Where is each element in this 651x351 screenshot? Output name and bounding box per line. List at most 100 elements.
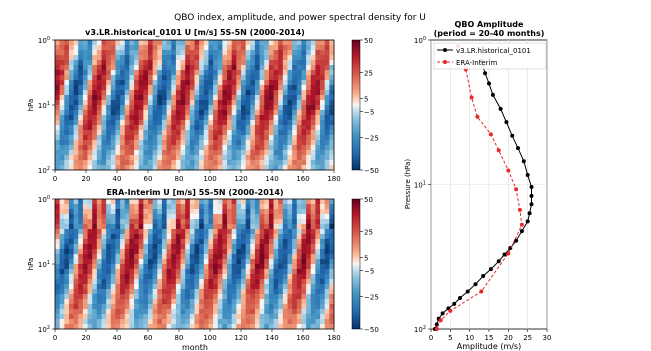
heatmap-cell bbox=[278, 299, 284, 305]
heatmap-cell bbox=[152, 284, 158, 290]
heatmap-cell bbox=[152, 209, 158, 215]
heatmap-cell bbox=[287, 319, 293, 325]
heatmap-cell bbox=[278, 294, 284, 300]
heatmap-cell bbox=[310, 319, 316, 325]
heatmap-cell bbox=[161, 214, 167, 220]
heatmap-cell bbox=[199, 249, 205, 255]
heatmap-cell bbox=[64, 90, 70, 96]
heatmap-cell bbox=[292, 204, 298, 210]
heatmap-cell bbox=[306, 155, 312, 161]
heatmap-cell bbox=[324, 214, 330, 220]
heatmap-cell bbox=[152, 294, 158, 300]
heatmap-cell bbox=[245, 165, 251, 171]
heatmap-cell bbox=[203, 214, 209, 220]
heatmap-cell bbox=[213, 105, 219, 111]
heatmap-cell bbox=[189, 45, 195, 51]
heatmap-cell bbox=[120, 155, 126, 161]
heatmap-cell bbox=[203, 319, 209, 325]
heatmap-cell bbox=[59, 234, 65, 240]
heatmap-cell bbox=[171, 234, 177, 240]
heatmap-cell bbox=[68, 55, 74, 61]
series-point bbox=[496, 259, 501, 264]
heatmap-cell bbox=[320, 145, 326, 151]
heatmap-cell bbox=[268, 125, 274, 131]
heatmap-cell bbox=[278, 50, 284, 56]
heatmap-cell bbox=[324, 100, 330, 106]
heatmap-cell bbox=[278, 100, 284, 106]
heatmap-cell bbox=[315, 70, 321, 76]
heatmap-cell bbox=[245, 319, 251, 325]
heatmap-cell bbox=[82, 249, 88, 255]
heatmap-cell bbox=[236, 150, 242, 156]
heatmap-cell bbox=[273, 314, 279, 320]
heatmap-cell bbox=[175, 90, 181, 96]
heatmap-cell bbox=[96, 160, 102, 166]
heatmap-cell bbox=[120, 105, 126, 111]
heatmap-cell bbox=[120, 90, 126, 96]
heatmap-cell bbox=[124, 70, 130, 76]
heatmap-cell bbox=[106, 259, 112, 265]
heatmap-cell bbox=[203, 50, 209, 56]
heatmap-cell bbox=[78, 105, 84, 111]
heatmap-cell bbox=[189, 55, 195, 61]
heatmap-cell bbox=[171, 279, 177, 285]
heatmap-cell bbox=[213, 140, 219, 146]
heatmap-cell bbox=[296, 165, 302, 171]
heatmap-cell bbox=[92, 145, 98, 151]
y-tick-label: 102 bbox=[38, 325, 50, 334]
heatmap-cell bbox=[134, 115, 140, 121]
heatmap-cell bbox=[96, 80, 102, 86]
heatmap-cell bbox=[148, 294, 154, 300]
heatmap-cell bbox=[64, 115, 70, 121]
heatmap-cell bbox=[301, 319, 307, 325]
heatmap-cell bbox=[134, 199, 140, 205]
heatmap-cell bbox=[278, 324, 284, 330]
heatmap-cell bbox=[208, 249, 214, 255]
heatmap-cell bbox=[138, 140, 144, 146]
heatmap-cell bbox=[278, 209, 284, 215]
heatmap-cell bbox=[231, 90, 237, 96]
heatmap-cell bbox=[241, 80, 247, 86]
heatmap-cell bbox=[254, 80, 260, 86]
heatmap-cell bbox=[157, 289, 163, 295]
heatmap-cell bbox=[301, 105, 307, 111]
heatmap-cell bbox=[152, 135, 158, 141]
heatmap-cell bbox=[152, 90, 158, 96]
heatmap-cell bbox=[110, 199, 116, 205]
heatmap-cell bbox=[101, 90, 107, 96]
heatmap-cell bbox=[273, 244, 279, 250]
heatmap-cell bbox=[264, 165, 270, 171]
heatmap-cell bbox=[287, 45, 293, 51]
heatmap-cell bbox=[245, 299, 251, 305]
heatmap-cell bbox=[292, 50, 298, 56]
heatmap-cell bbox=[68, 110, 74, 116]
heatmap-cell bbox=[301, 244, 307, 250]
heatmap-cell bbox=[208, 90, 214, 96]
heatmap-cell bbox=[217, 90, 223, 96]
heatmap-cell bbox=[203, 60, 209, 66]
heatmap-cell bbox=[129, 284, 135, 290]
heatmap-cell bbox=[278, 284, 284, 290]
heatmap-cell bbox=[129, 75, 135, 81]
heatmap-cell bbox=[96, 299, 102, 305]
heatmap-cell bbox=[92, 70, 98, 76]
heatmap-cell bbox=[259, 209, 265, 215]
heatmap-cell bbox=[282, 120, 288, 126]
heatmap-cell bbox=[287, 279, 293, 285]
heatmap-cell bbox=[120, 214, 126, 220]
heatmap-cell bbox=[278, 199, 284, 205]
heatmap-cell bbox=[96, 165, 102, 171]
heatmap-cell bbox=[329, 324, 335, 330]
heatmap-cell bbox=[213, 254, 219, 260]
heatmap-cell bbox=[78, 299, 84, 305]
heatmap-cell bbox=[310, 105, 316, 111]
heatmap-cell bbox=[282, 209, 288, 215]
heatmap-cell bbox=[208, 319, 214, 325]
heatmap-cell bbox=[217, 254, 223, 260]
heatmap-cell bbox=[152, 224, 158, 230]
heatmap-cell bbox=[310, 219, 316, 225]
heatmap-cell bbox=[143, 229, 149, 235]
heatmap-cell bbox=[64, 309, 70, 315]
heatmap-cell bbox=[259, 219, 265, 225]
heatmap-cell bbox=[175, 309, 181, 315]
